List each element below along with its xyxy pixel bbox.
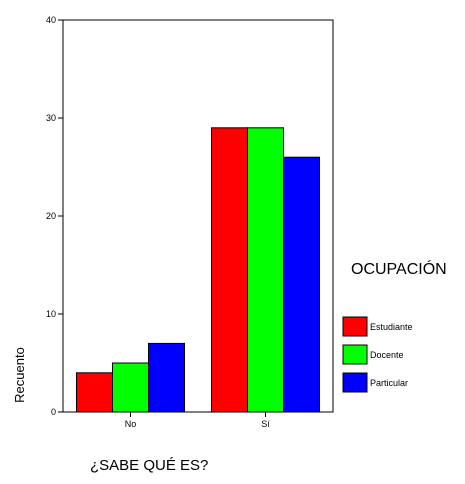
legend: Estudiante Docente Particular (342, 316, 413, 393)
y-axis: 0 10 20 30 40 (46, 15, 63, 417)
bar-particular-0 (148, 342, 185, 413)
x-axis-label: ¿SABE QUÉ ES? (90, 457, 208, 474)
y-tick-label: 10 (46, 309, 56, 319)
legend-swatch-docente (342, 344, 368, 365)
legend-label-particular: Particular (370, 378, 408, 388)
legend-swatch-estudiante (342, 316, 368, 337)
bar-docente-0 (112, 362, 149, 413)
y-tick-label: 40 (46, 15, 56, 25)
bars-group (76, 127, 320, 413)
bar-estudiante-1 (211, 127, 248, 413)
y-tick-label: 20 (46, 211, 56, 221)
y-tick-label: 0 (51, 407, 56, 417)
bar-particular-1 (283, 156, 320, 413)
y-axis-label: Recuento (12, 347, 27, 403)
legend-title: OCUPACIÓN (351, 259, 447, 278)
bar-docente-1 (247, 127, 284, 413)
y-tick-label: 30 (46, 113, 56, 123)
legend-label-estudiante: Estudiante (370, 322, 413, 332)
x-tick-label: No (125, 419, 137, 429)
bar-estudiante-0 (76, 372, 113, 413)
legend-label-docente: Docente (370, 350, 404, 360)
legend-swatch-particular (342, 372, 368, 393)
x-tick-label: Sí (261, 419, 270, 429)
x-axis: No Sí (125, 412, 270, 429)
